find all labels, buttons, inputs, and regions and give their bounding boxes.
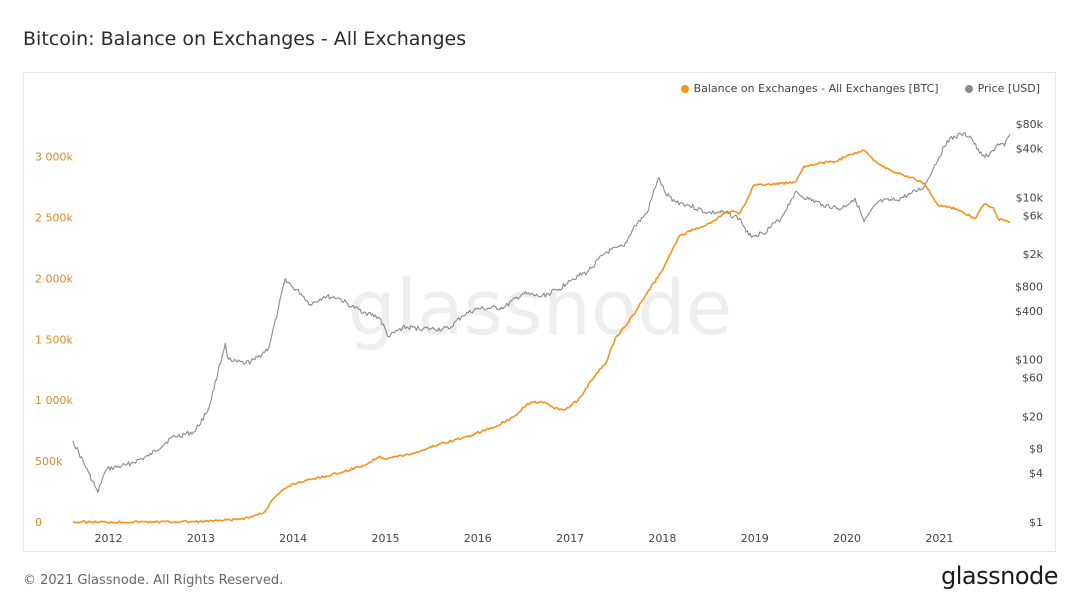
legend-dot-balance xyxy=(680,84,689,93)
legend-label-balance: Balance on Exchanges - All Exchanges [BT… xyxy=(693,82,939,95)
x-axis: 2012 2013 2014 2015 2016 2017 2018 2019 2020 2021 xyxy=(95,532,954,545)
x-axis-tick-label: 2015 xyxy=(371,532,399,545)
left-axis-tick-label: 1 000k xyxy=(35,394,73,407)
right-axis-tick-label: $8 xyxy=(1029,443,1043,456)
legend-item-price[interactable]: Price [USD] xyxy=(964,82,1040,95)
right-axis-tick-label: $4 xyxy=(1029,467,1043,480)
x-axis-tick-label: 2014 xyxy=(279,532,307,545)
copyright-text: © 2021 Glassnode. All Rights Reserved. xyxy=(23,573,284,588)
chart-legend: Balance on Exchanges - All Exchanges [BT… xyxy=(680,82,1040,95)
right-axis-tick-label: $2k xyxy=(1023,248,1044,261)
x-axis-tick-label: 2019 xyxy=(741,532,769,545)
right-axis-tick-label: $1 xyxy=(1029,516,1043,529)
right-y-axis: $1 $4 $8 $20 $60 $100 $400 $800 $2k $6k $10k $40k $8… xyxy=(1015,118,1044,529)
x-axis-tick-label: 2020 xyxy=(833,532,861,545)
legend-item-balance[interactable]: Balance on Exchanges - All Exchanges [BT… xyxy=(680,82,939,95)
x-axis-tick-label: 2016 xyxy=(464,532,492,545)
glassnode-logo[interactable]: glassnode xyxy=(940,562,1059,590)
right-axis-tick-label: $100 xyxy=(1015,354,1043,367)
series-line-balance xyxy=(72,149,1011,524)
series-line-price xyxy=(72,132,1011,494)
right-axis-tick-label: $20 xyxy=(1022,410,1043,423)
right-axis-tick-label: $800 xyxy=(1015,280,1043,293)
right-axis-tick-label: $400 xyxy=(1015,305,1043,318)
legend-dot-price xyxy=(964,84,973,93)
left-axis-tick-label: 500k xyxy=(35,455,63,468)
left-axis-tick-label: 2 500k xyxy=(35,211,73,224)
right-axis-tick-label: $80k xyxy=(1016,118,1044,131)
x-axis-tick-label: 2012 xyxy=(95,532,123,545)
x-axis-tick-label: 2018 xyxy=(648,532,676,545)
right-axis-tick-label: $6k xyxy=(1023,209,1044,222)
x-axis-tick-label: 2021 xyxy=(925,532,953,545)
legend-label-price: Price [USD] xyxy=(977,82,1040,95)
right-axis-tick-label: $40k xyxy=(1016,143,1044,156)
chart-panel xyxy=(23,72,1056,552)
left-axis-tick-label: 0 xyxy=(35,516,42,529)
right-axis-tick-label: $60 xyxy=(1022,372,1043,385)
x-axis-tick-label: 2013 xyxy=(187,532,215,545)
left-y-axis: 0 500k 1 000k 1 500k 2 000k 2 500k 3 000k xyxy=(35,151,73,529)
left-axis-tick-label: 3 000k xyxy=(35,151,73,164)
x-axis-tick-label: 2017 xyxy=(556,532,584,545)
watermark-text: glassnode xyxy=(348,263,733,352)
left-axis-tick-label: 1 500k xyxy=(35,333,73,346)
left-axis-tick-label: 2 000k xyxy=(35,272,73,285)
series-layer xyxy=(72,132,1011,524)
page-title: Bitcoin: Balance on Exchanges - All Exch… xyxy=(23,28,467,50)
right-axis-tick-label: $10k xyxy=(1016,191,1044,204)
